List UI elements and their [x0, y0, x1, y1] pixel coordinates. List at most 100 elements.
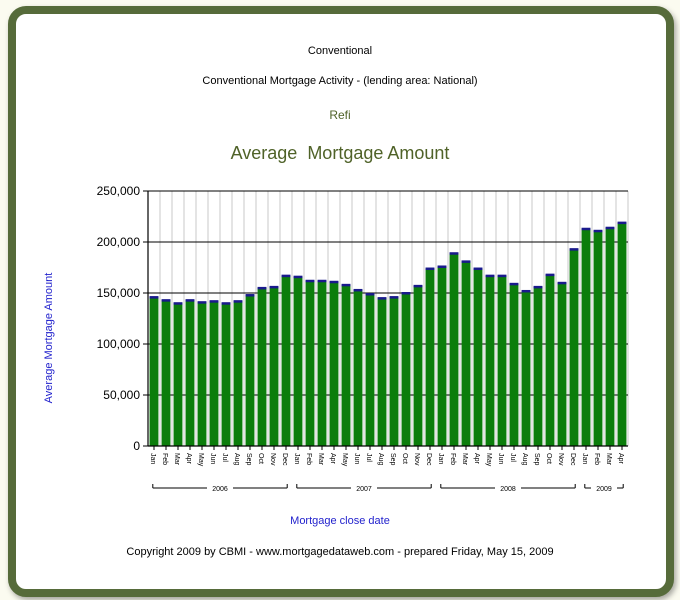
year-group: 2009: [584, 484, 624, 493]
header-line2: Conventional Mortgage Activity - (lendin…: [202, 75, 477, 87]
x-tick-label: Jun: [353, 453, 360, 464]
bar-cap: [425, 267, 435, 271]
bar-cap: [233, 300, 243, 303]
bar: [593, 230, 603, 446]
bar: [557, 282, 567, 446]
bar-cap: [269, 285, 279, 289]
bar-cap: [401, 292, 411, 295]
year-label: 2009: [596, 486, 612, 493]
x-tick-label: Mar: [605, 453, 612, 466]
x-tick-label: Feb: [593, 453, 600, 465]
header-line1: Conventional: [308, 45, 372, 57]
bar-cap: [617, 221, 627, 225]
bar: [581, 228, 591, 446]
y-axis-title: Average Mortgage Amount: [43, 273, 55, 404]
x-tick-label: Aug: [233, 453, 240, 466]
bar: [521, 290, 531, 446]
bar: [533, 286, 543, 446]
x-tick-label: Aug: [377, 453, 384, 466]
x-tick-label: Jul: [365, 453, 372, 462]
bar-cap: [209, 300, 219, 303]
bar: [341, 284, 351, 446]
x-tick-label: Jul: [221, 453, 228, 462]
bar-cap: [377, 297, 387, 300]
bar: [617, 222, 627, 446]
bar: [149, 297, 159, 446]
x-tick-label: Apr: [185, 453, 192, 465]
x-tick-label: Jan: [149, 453, 156, 464]
x-tick-label: Oct: [545, 453, 552, 464]
bar-cap: [569, 248, 579, 251]
bar: [173, 303, 183, 446]
bar-cap: [413, 284, 423, 288]
x-tick-label: Nov: [413, 453, 420, 466]
bar: [509, 283, 519, 446]
y-tick-label: 250,000: [97, 184, 141, 198]
x-tick-label: Jul: [509, 453, 516, 462]
bar: [245, 295, 255, 446]
x-tick-label: Oct: [257, 453, 264, 464]
y-tick-label: 100,000: [97, 337, 141, 351]
bar-cap: [161, 299, 171, 302]
bar-cap: [521, 289, 531, 293]
x-tick-label: Oct: [401, 453, 408, 464]
year-groups: 2006 2007 2008 2009: [152, 484, 624, 493]
y-tick-label: 150,000: [97, 286, 141, 300]
bar-cap: [389, 296, 399, 299]
bar: [353, 289, 363, 446]
bar-cap: [329, 280, 339, 284]
bar-cap: [509, 282, 519, 286]
bar-cap: [545, 273, 555, 277]
bar: [161, 300, 171, 446]
bar-cap: [533, 285, 543, 289]
bar-cap: [197, 301, 207, 304]
bar-cap: [449, 252, 459, 255]
bar: [449, 253, 459, 446]
axes: [143, 190, 628, 450]
x-tick-label: Jun: [497, 453, 504, 464]
x-tick-label: Dec: [281, 453, 288, 466]
bar: [401, 293, 411, 446]
x-tick-label: Jan: [581, 453, 588, 464]
x-tick-label: Feb: [305, 453, 312, 465]
bar: [569, 249, 579, 446]
x-tick-label: Feb: [449, 453, 456, 465]
bar-cap: [605, 226, 615, 230]
bar: [233, 301, 243, 446]
bar-cap: [221, 302, 231, 305]
bar-cap: [281, 274, 291, 278]
bar-cap: [257, 286, 267, 290]
bar-cap: [173, 302, 183, 305]
bar: [197, 302, 207, 446]
year-group: 2006: [152, 484, 288, 493]
bar: [473, 268, 483, 446]
bar: [413, 285, 423, 446]
bar-cap: [461, 260, 471, 263]
year-group: 2008: [440, 484, 576, 493]
bar: [485, 275, 495, 446]
x-tick-label: Mar: [317, 453, 324, 466]
bar: [389, 297, 399, 446]
bar-cap: [365, 293, 375, 296]
bar-cap: [581, 227, 591, 231]
bar: [545, 274, 555, 446]
x-tick-label: Jun: [209, 453, 216, 464]
y-tick-label: 200,000: [97, 235, 141, 249]
x-tick-label: Nov: [269, 453, 276, 466]
bar: [269, 286, 279, 446]
bar: [377, 298, 387, 446]
x-tick-label: Apr: [617, 453, 624, 465]
x-tick-label: Dec: [425, 453, 432, 466]
bar-cap: [557, 281, 567, 285]
bar-cap: [593, 229, 603, 233]
x-tick-label: Nov: [557, 453, 564, 466]
x-tick-label: May: [197, 453, 204, 467]
x-tick-label: Jan: [293, 453, 300, 464]
copyright-text: Copyright 2009 by CBMI - www.mortgagedat…: [126, 546, 553, 558]
bar-cap: [485, 274, 495, 278]
year-label: 2006: [212, 486, 228, 493]
bar-cap: [497, 274, 507, 278]
bar: [497, 275, 507, 446]
y-tick-label: 50,000: [103, 388, 140, 402]
